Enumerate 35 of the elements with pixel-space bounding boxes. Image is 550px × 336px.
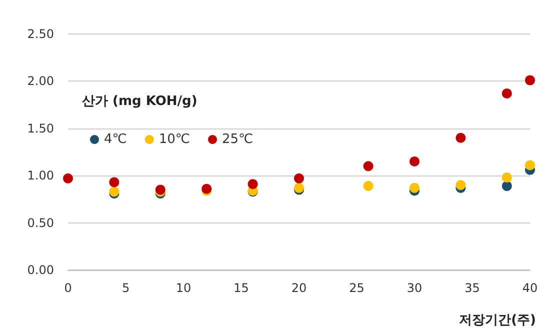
x-axis-title: 저장기간(주) bbox=[459, 313, 536, 328]
point bbox=[502, 180, 512, 191]
y-tick-label: 2.00 bbox=[27, 74, 54, 88]
x-tick-label: 30 bbox=[406, 281, 422, 295]
point bbox=[248, 179, 258, 190]
point bbox=[363, 180, 374, 191]
y-tick-label: 0.50 bbox=[27, 216, 54, 230]
point bbox=[456, 180, 466, 190]
point bbox=[294, 173, 304, 184]
y-tick-label: 2.50 bbox=[27, 27, 54, 41]
x-tick-label: 15 bbox=[234, 281, 249, 295]
y-tick-label: 1.00 bbox=[27, 168, 54, 183]
y-tick-label: 1.50 bbox=[27, 121, 54, 136]
point bbox=[109, 177, 120, 188]
legend-label: 4℃ bbox=[104, 132, 127, 147]
x-tick-label: 25 bbox=[349, 281, 364, 295]
y-tick-label: 0.00 bbox=[27, 263, 54, 277]
point bbox=[525, 160, 535, 170]
point bbox=[63, 173, 73, 184]
point bbox=[410, 156, 420, 166]
x-tick-label: 10 bbox=[176, 281, 192, 295]
x-tick-label: 5 bbox=[122, 281, 130, 295]
x-tick-label: 20 bbox=[291, 281, 307, 295]
legend-label: 25℃ bbox=[222, 132, 254, 147]
point bbox=[502, 172, 512, 182]
x-tick-label: 40 bbox=[522, 281, 538, 295]
y-axis-title: 산가 (mg KOH/g) bbox=[82, 94, 198, 109]
x-tick-label: 35 bbox=[464, 281, 480, 295]
legend-label: 10℃ bbox=[158, 132, 190, 147]
point bbox=[363, 161, 374, 172]
point bbox=[456, 132, 466, 143]
point bbox=[525, 75, 535, 86]
point bbox=[410, 182, 420, 193]
x-tick-label: 0 bbox=[64, 281, 72, 295]
point bbox=[502, 88, 512, 98]
